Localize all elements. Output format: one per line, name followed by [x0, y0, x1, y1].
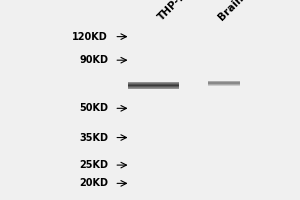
Text: 20KD: 20KD [79, 178, 108, 188]
Bar [208, 81, 240, 82]
Bar [128, 85, 179, 86]
Bar [208, 84, 240, 85]
Bar [128, 84, 179, 85]
Text: 35KD: 35KD [79, 133, 108, 143]
Text: 90KD: 90KD [79, 55, 108, 65]
Text: 50KD: 50KD [79, 103, 108, 113]
Bar [128, 88, 179, 89]
Bar [208, 82, 240, 83]
Bar [128, 87, 179, 88]
Text: Brain: Brain [216, 0, 245, 22]
Bar [208, 85, 240, 86]
Text: 120KD: 120KD [72, 32, 108, 42]
Bar [128, 83, 179, 84]
Bar [128, 86, 179, 87]
Bar [128, 82, 179, 83]
Bar [208, 83, 240, 84]
Text: THP-1: THP-1 [156, 0, 188, 22]
Text: 25KD: 25KD [79, 160, 108, 170]
